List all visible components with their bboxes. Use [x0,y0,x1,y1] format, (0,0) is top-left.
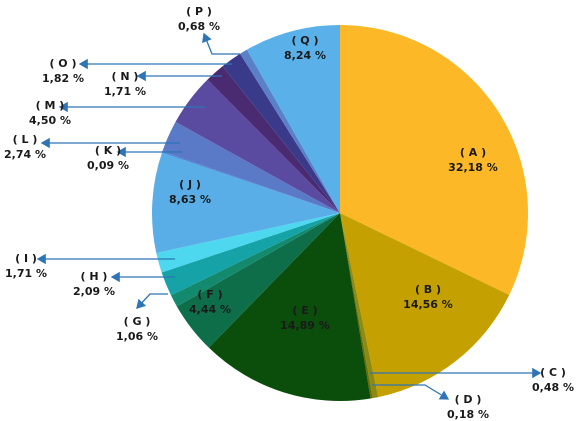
slice-value-label: 8,63 % [169,193,211,206]
slice-name: ( N ) [112,70,139,83]
leader-arrow [202,32,240,55]
pie-slice [340,25,528,295]
pie-slice [340,213,510,398]
pie-slice [240,49,340,214]
pie-slice [152,152,340,253]
labels: ( A ) 32,18 % ( B ) 14,56 % ( C ) 0,48 % ( D )… [4,5,574,421]
slice-value-label: 14,56 % [403,298,453,311]
pie-slice [176,213,340,348]
slice-value-label: 14,89 % [280,319,330,332]
pie-slice [208,213,371,401]
slice-name: ( F ) [197,288,222,301]
slice-value-label: 32,18 % [448,161,498,174]
slice-name: ( G ) [124,315,151,328]
slice-name: ( D ) [455,393,482,406]
slice-name: ( P ) [186,5,212,18]
slice-name: ( O ) [49,57,76,70]
slice-value-label: 2,74 % [4,148,46,161]
slice-value-label: 8,24 % [284,49,326,62]
slice-value-label: 4,50 % [29,114,71,127]
pie-slice [161,213,340,296]
pie-slice [340,213,373,399]
pie-slice [162,151,340,213]
pie-slice [162,121,340,213]
slice-value-label: 2,09 % [73,285,115,298]
slice-value-label: 4,44 % [189,303,231,316]
pie-slice [246,25,340,213]
slice-name: ( C ) [540,366,566,379]
slice-name: ( Q ) [291,34,318,47]
slice-value-label: 1,71 % [5,267,47,280]
slice-name: ( B ) [415,283,441,296]
pie-slice [156,213,340,273]
slice-name: ( I ) [15,252,37,265]
pie-slice [340,213,379,399]
pie-slice [222,53,340,213]
slice-value-label: 1,71 % [104,85,146,98]
pie [152,25,528,401]
pie-slice [170,213,340,307]
slice-name: ( E ) [292,304,317,317]
slice-value-label: 0,09 % [87,159,129,172]
slice-name: ( H ) [81,270,108,283]
leader-arrow [372,384,450,400]
slice-value-label: 0,68 % [178,20,220,33]
slice-value-label: 1,06 % [116,330,158,343]
slice-value-label: 0,48 % [532,381,574,394]
slice-name: ( J ) [179,178,201,191]
slice-value-label: 1,82 % [42,72,84,85]
slice-value-label: 0,18 % [447,408,489,421]
slice-name: ( A ) [460,146,486,159]
pie-slice [207,66,340,213]
slice-name: ( L ) [13,133,38,146]
pie-slice [175,79,340,214]
slice-name: ( K ) [95,144,121,157]
leader-arrow [136,293,168,309]
slice-name: ( M ) [36,99,65,112]
